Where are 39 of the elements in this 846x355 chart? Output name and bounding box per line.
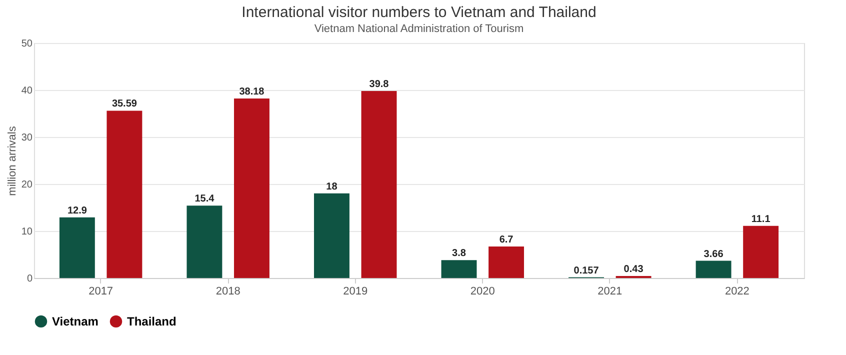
x-tick-label: 2017 <box>88 286 114 298</box>
x-tick-label: 2021 <box>598 286 622 298</box>
x-tick-label: 2019 <box>343 286 368 298</box>
data-label: 6.7 <box>499 234 514 246</box>
bar <box>361 90 397 278</box>
data-label: 3.8 <box>452 248 466 260</box>
x-tick-label: 2022 <box>724 286 750 298</box>
data-label: 18 <box>326 181 338 192</box>
bar <box>106 110 142 278</box>
chart-title: International visitor numbers to Vietnam and Thailand <box>242 4 596 21</box>
data-label: 3.66 <box>704 248 724 260</box>
x-tick-label: 2020 <box>470 286 495 298</box>
legend-label: Vietnam <box>52 314 98 328</box>
y-tick-label: 10 <box>21 226 33 238</box>
bar <box>743 226 779 278</box>
y-tick-label: 20 <box>21 180 33 190</box>
y-tick-label: 40 <box>21 86 33 96</box>
bar <box>186 206 222 278</box>
y-tick-label: 0 <box>26 274 33 284</box>
bar <box>59 217 95 278</box>
chart-subtitle: Vietnam National Administration of Tourism <box>314 23 524 35</box>
legend-label: Thailand <box>127 314 176 328</box>
y-tick-label: 30 <box>21 132 33 144</box>
y-tick-label: 50 <box>21 38 33 50</box>
data-label: 38.18 <box>239 86 265 98</box>
bar <box>696 260 732 278</box>
data-label: 15.4 <box>194 194 215 205</box>
data-label: 11.1 <box>751 214 771 225</box>
data-label: 12.9 <box>67 205 88 216</box>
bar <box>488 246 524 278</box>
bar <box>314 193 350 278</box>
data-label: 0.157 <box>574 265 600 276</box>
bar <box>234 98 270 278</box>
y-axis-title: million arrivals <box>6 126 18 196</box>
data-label: 0.43 <box>624 264 644 275</box>
x-tick-label: 2018 <box>216 286 240 298</box>
bar <box>441 260 477 278</box>
data-label: 35.59 <box>112 98 138 110</box>
data-label: 39.8 <box>369 78 390 90</box>
